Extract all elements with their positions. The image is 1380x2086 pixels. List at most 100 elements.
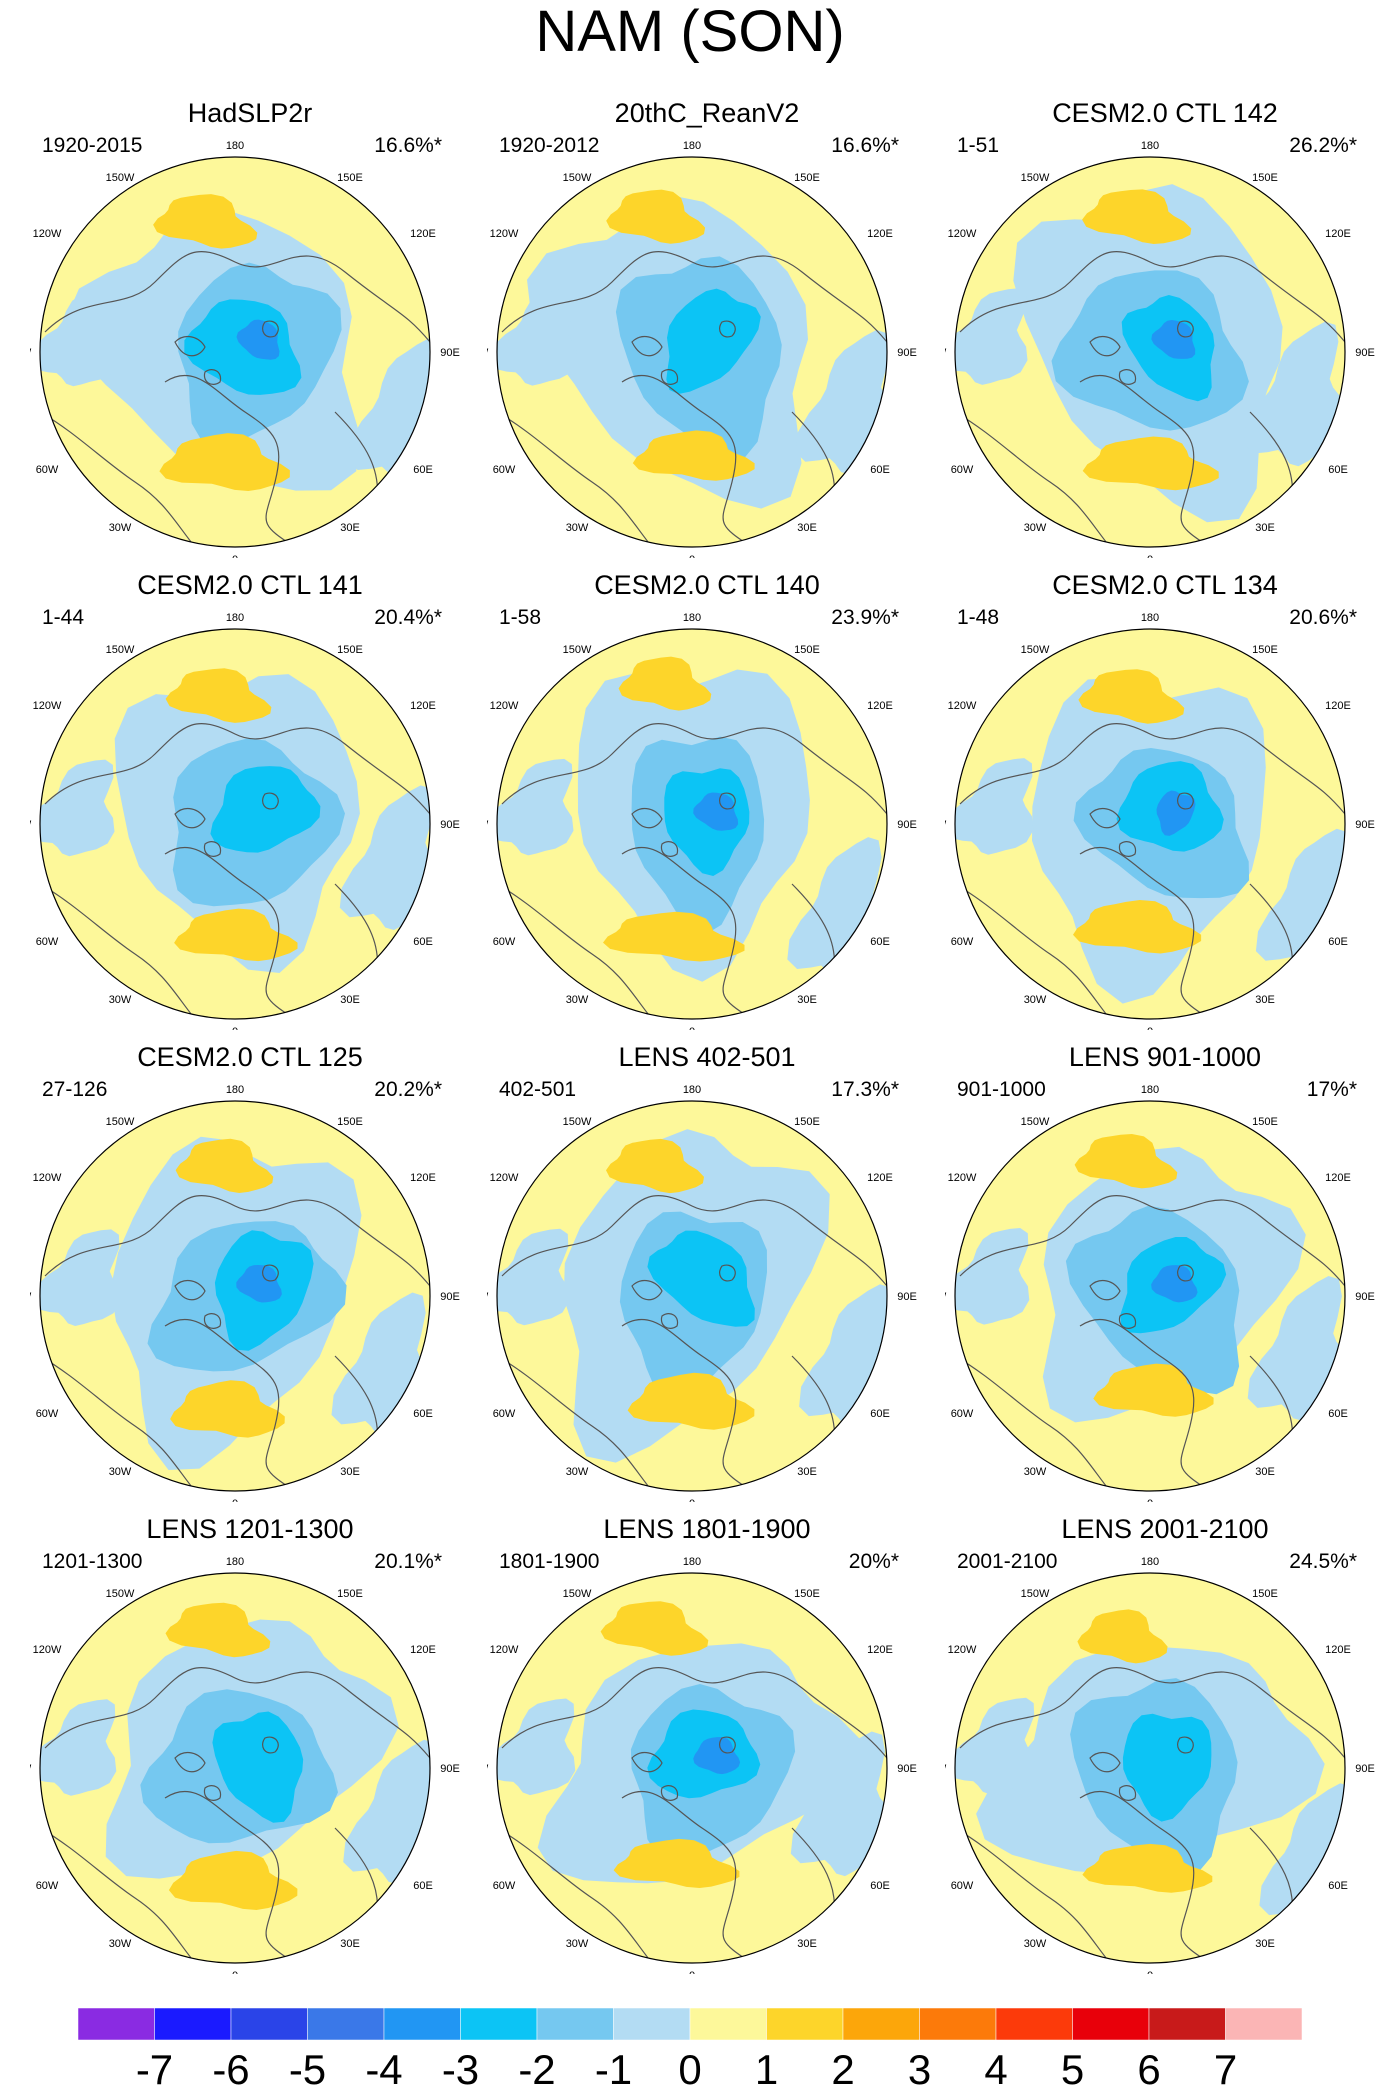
longitude-label: 30W <box>1024 1938 1047 1950</box>
main-title: NAM (SON) <box>535 0 845 64</box>
longitude-label: 120W <box>33 1644 62 1656</box>
longitude-label: 90E <box>440 819 460 831</box>
longitude-label: 30W <box>109 522 132 534</box>
longitude-label: 30W <box>566 522 589 534</box>
polar-map: 180 150E 120E 90E 60E 30E 0 30W 60W 90W 120W 150W <box>945 140 1375 558</box>
longitude-label: 150W <box>1021 172 1050 184</box>
panel-variance-percent: 26.2%* <box>1289 134 1357 157</box>
longitude-label: 60W <box>493 1880 516 1892</box>
longitude-label: 90E <box>440 1291 460 1303</box>
longitude-label: 120E <box>1325 228 1351 240</box>
colorbar-swatch <box>919 2007 997 2041</box>
contour-region <box>790 1731 887 1877</box>
longitude-label: 180 <box>1141 140 1159 152</box>
longitude-label: 180 <box>683 1556 701 1568</box>
longitude-label: 0 <box>1147 1970 1153 1974</box>
coastlines <box>497 1195 887 1491</box>
contour-region <box>170 1380 285 1438</box>
longitude-label: 30W <box>566 994 589 1006</box>
polar-map: 180 150E 120E 90E 60E 30E 0 30W 60W 90W 120W 150W <box>30 1556 460 1974</box>
longitude-label: 90W <box>30 1763 32 1775</box>
coastlines <box>497 251 887 547</box>
longitude-label: 30E <box>797 1466 817 1478</box>
longitude-label: 120E <box>1325 700 1351 712</box>
polar-map: 180 150E 120E 90E 60E 30E 0 30W 60W 90W 120W 150W <box>30 1084 460 1502</box>
panel-title: CESM2.0 CTL 125 <box>137 1042 363 1072</box>
contour-region <box>159 433 290 491</box>
colorbar-tick-label: 2 <box>831 2046 854 2086</box>
contour-region <box>618 656 712 711</box>
contour-region <box>212 1711 304 1823</box>
contour-region <box>627 1372 755 1430</box>
panel-variance-percent: 20.2%* <box>374 1078 442 1101</box>
panel-title: CESM2.0 CTL 134 <box>1052 570 1278 600</box>
colorbar-tick-label: -1 <box>595 2046 632 2086</box>
longitude-label: 120E <box>410 1644 436 1656</box>
map-boundary <box>496 628 888 1020</box>
longitude-label: 0 <box>232 554 238 558</box>
longitude-label: 180 <box>683 612 701 624</box>
contour-region <box>339 785 430 930</box>
contour-region <box>40 759 115 857</box>
map-panel: 180 150E 120E 90E 60E 30E 0 30W 60W 90W 120W 150W LE… <box>945 1514 1380 1974</box>
panel-title: CESM2.0 CTL 140 <box>594 570 820 600</box>
longitude-label: 90W <box>30 347 32 359</box>
map-boundary <box>496 1100 888 1492</box>
longitude-label: 90W <box>487 1291 489 1303</box>
map-panel: 180 150E 120E 90E 60E 30E 0 30W 60W 90W 120W 150W Ha… <box>30 98 470 558</box>
longitude-label: 30W <box>566 1938 589 1950</box>
colorbar-swatch <box>536 2007 614 2041</box>
panel-period: 2001-2100 <box>957 1550 1058 1573</box>
panel-period: 27-126 <box>42 1078 108 1101</box>
longitude-label: 150W <box>563 1588 592 1600</box>
contour-region <box>955 1228 1030 1325</box>
contour-region <box>955 288 1028 385</box>
longitude-label: 180 <box>1141 612 1159 624</box>
map-panel: 180 150E 120E 90E 60E 30E 0 30W 60W 90W 120W 150W CE… <box>945 98 1380 558</box>
longitude-label: 60W <box>36 936 59 948</box>
contour-region <box>1073 900 1202 954</box>
longitude-label: 120E <box>410 700 436 712</box>
colorbar-swatch <box>766 2007 844 2041</box>
map-panel: 180 150E 120E 90E 60E 30E 0 30W 60W 90W 120W 150W LE… <box>487 1042 927 1502</box>
longitude-label: 90E <box>897 1291 917 1303</box>
longitude-label: 30E <box>1255 1466 1275 1478</box>
longitude-label: 120W <box>948 1172 977 1184</box>
contour-region <box>497 1698 576 1796</box>
contour-region <box>1082 436 1219 491</box>
panel-variance-percent: 24.5%* <box>1289 1550 1357 1573</box>
contour-region <box>497 1228 570 1326</box>
longitude-label: 90W <box>945 1291 947 1303</box>
map-panel: 180 150E 120E 90E 60E 30E 0 30W 60W 90W 120W 150W LE… <box>945 1042 1380 1502</box>
longitude-label: 30E <box>797 994 817 1006</box>
longitude-label: 90E <box>1355 1763 1375 1775</box>
longitude-label: 90E <box>1355 347 1375 359</box>
longitude-label: 90W <box>30 1291 32 1303</box>
colorbar-swatch <box>383 2007 461 2041</box>
colorbar-swatch <box>1148 2007 1226 2041</box>
contour-region <box>165 1602 271 1658</box>
map-panel: 180 150E 120E 90E 60E 30E 0 30W 60W 90W 120W 150W LE… <box>30 1514 470 1974</box>
colorbar-swatch <box>842 2007 920 2041</box>
colorbar-swatch <box>77 2007 155 2041</box>
longitude-label: 180 <box>1141 1556 1159 1568</box>
longitude-label: 30E <box>797 522 817 534</box>
longitude-label: 90W <box>945 1763 947 1775</box>
longitude-label: 150E <box>1252 1588 1278 1600</box>
contour-region <box>606 189 706 244</box>
colorbar-tick-label: -4 <box>365 2046 402 2086</box>
contour-region <box>1244 321 1345 467</box>
contour-region <box>40 1699 117 1796</box>
panel-period: 1201-1300 <box>42 1550 143 1573</box>
longitude-label: 150E <box>1252 1116 1278 1128</box>
longitude-label: 0 <box>232 1026 238 1030</box>
contour-region <box>1122 1713 1212 1822</box>
longitude-label: 120W <box>948 228 977 240</box>
longitude-label: 180 <box>226 1556 244 1568</box>
contour-region <box>165 668 272 723</box>
longitude-label: 180 <box>683 1084 701 1096</box>
panel-variance-percent: 17%* <box>1306 1078 1357 1101</box>
panel-period: 1801-1900 <box>499 1550 600 1573</box>
longitude-label: 30E <box>340 522 360 534</box>
longitude-label: 60E <box>1328 1880 1348 1892</box>
